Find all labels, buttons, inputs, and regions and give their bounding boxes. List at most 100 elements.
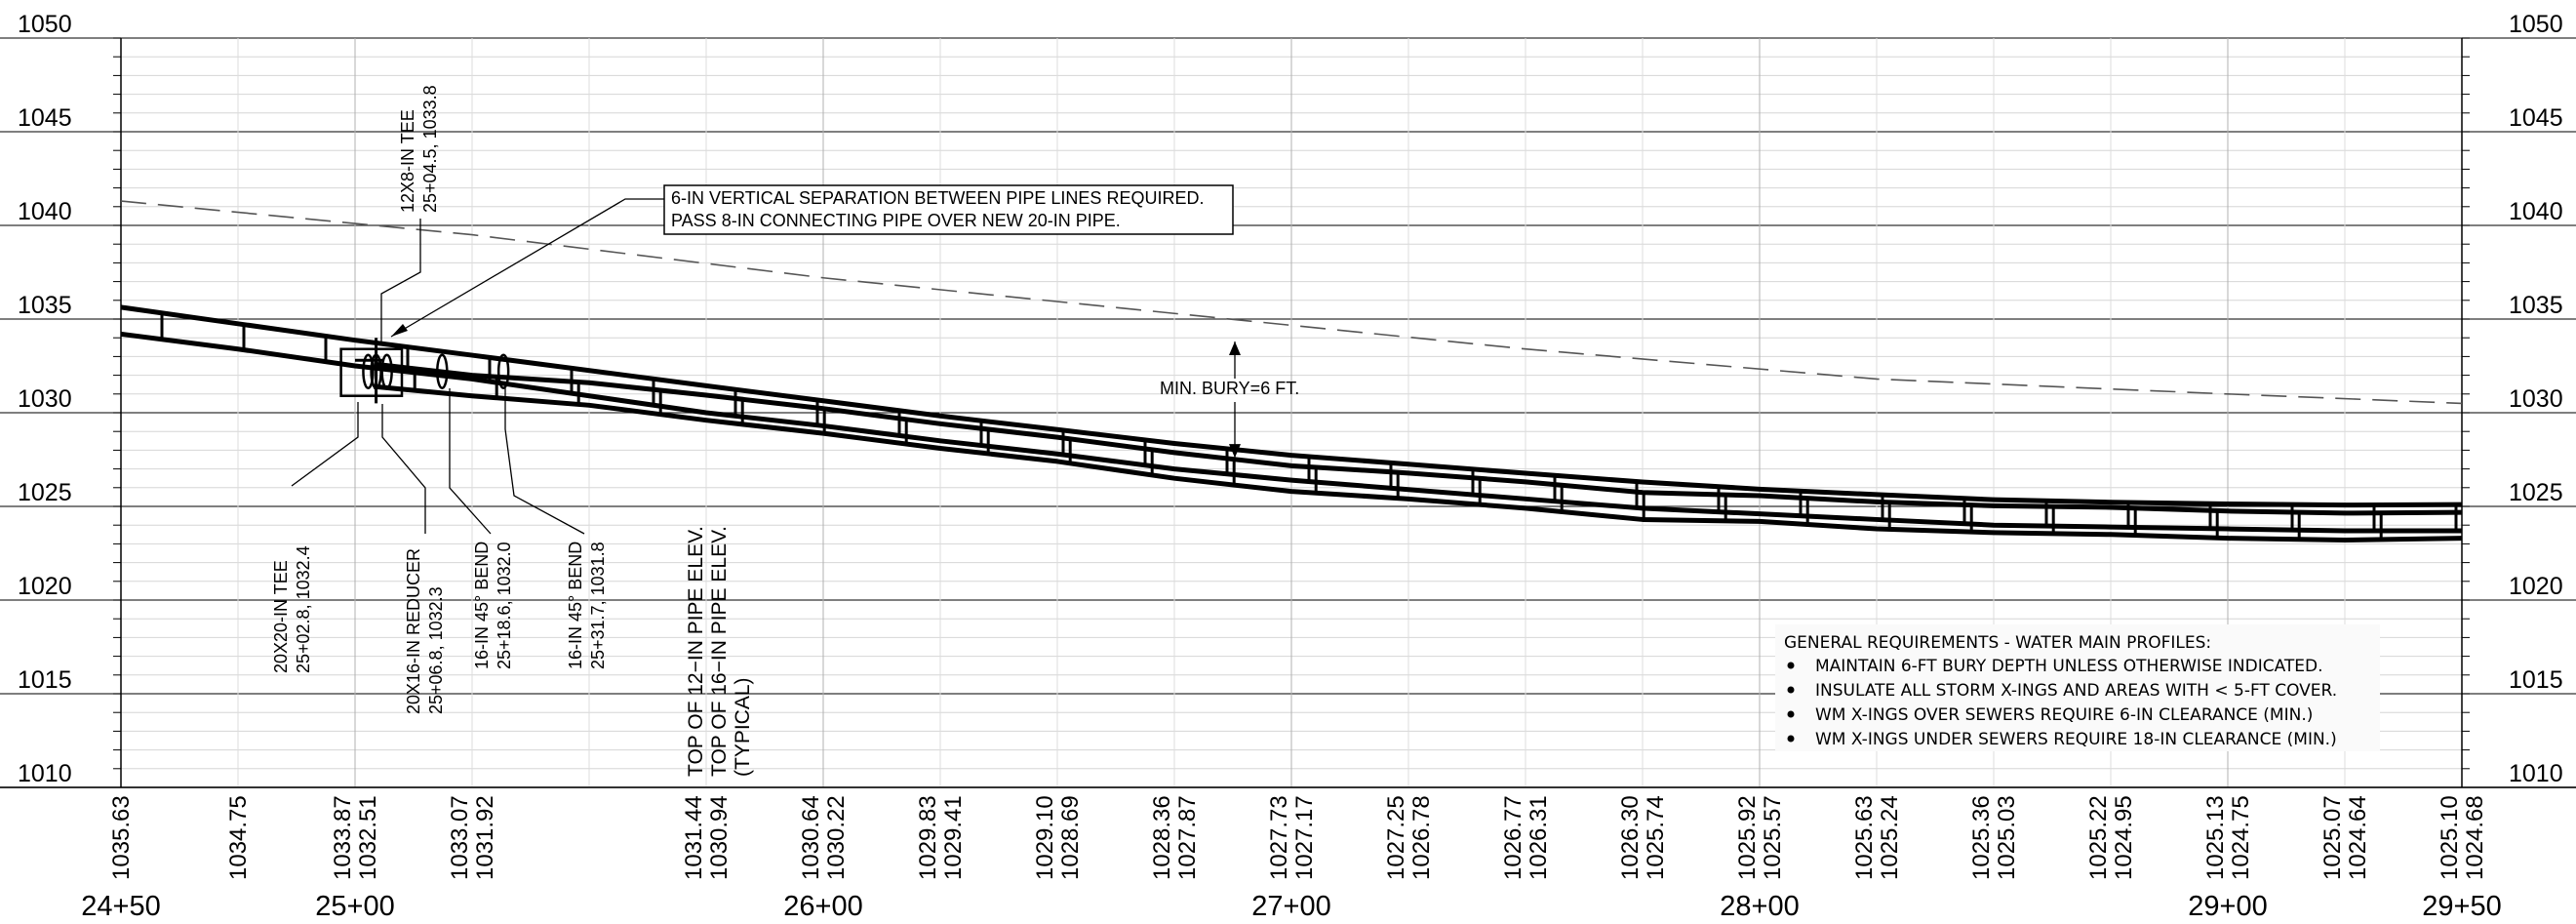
- elevation-label-left: 1045: [18, 104, 72, 132]
- bottom-elevation-label: 1035.63: [108, 795, 135, 880]
- bottom-elevation-label: 1030.64: [798, 795, 824, 880]
- bottom-elevation-label: 1024.75: [2228, 795, 2254, 880]
- bottom-elevation-label: 1024.68: [2462, 795, 2488, 880]
- fitting-marker: [362, 353, 375, 390]
- bottom-elevation-label: 1025.36: [1968, 795, 1995, 880]
- bullet-icon: [1787, 662, 1795, 669]
- callout-reducer-20x16: 20X16-IN REDUCER 25+06.8, 1032.3: [404, 543, 446, 714]
- elevation-label-left: 1050: [18, 11, 72, 38]
- notes-item: WM X-INGS OVER SEWERS REQUIRE 6-IN CLEAR…: [1815, 705, 2313, 725]
- bottom-elevation-label: 1025.24: [1877, 795, 1903, 880]
- callout-bend-45-b: 16-IN 45° BEND 25+31.7, 1031.8: [566, 537, 608, 669]
- bottom-elevation-labels: 1035.63 1034.75 1033.87 1032.51 1033.07 1031.…: [108, 795, 2488, 880]
- bottom-elevation-label: 1027.87: [1174, 795, 1201, 880]
- bottom-elevation-label: 1026.30: [1617, 795, 1644, 880]
- bullet-icon: [1787, 735, 1795, 743]
- elevation-label-right: 1020: [2509, 573, 2563, 600]
- bottom-elevation-label: 1027.17: [1291, 795, 1318, 880]
- elevation-label-left: 1035: [18, 292, 72, 319]
- notes-item: MAINTAIN 6-FT BURY DEPTH UNLESS OTHERWIS…: [1815, 657, 2323, 676]
- bullet-icon: [1787, 686, 1795, 694]
- station-label: 25+00: [315, 891, 394, 922]
- bottom-elevation-label: 1025.10: [2437, 795, 2463, 880]
- bottom-elevation-label: 1028.36: [1149, 795, 1175, 880]
- elevation-labels: 1050 1050 1045 1045 1040 1040 1035 1035 1030 1030…: [18, 11, 2563, 787]
- bottom-elevation-label: 1033.07: [447, 795, 473, 880]
- leader-separation: [390, 198, 664, 338]
- leader-lines: [291, 198, 1241, 535]
- pipe-16in-top-line: [373, 361, 2463, 516]
- notes-list: MAINTAIN 6-FT BURY DEPTH UNLESS OTHERWIS…: [1787, 657, 2337, 749]
- bottom-elevation-label: 1025.57: [1760, 795, 1786, 880]
- bottom-elevation-label: 1025.74: [1643, 795, 1669, 880]
- bottom-elevation-label: 1031.92: [472, 795, 498, 880]
- water-main-pipes: [120, 304, 2463, 543]
- bottom-elevation-label: 1026.78: [1408, 795, 1435, 880]
- notes-item: WM X-INGS UNDER SEWERS REQUIRE 18-IN CLE…: [1815, 730, 2337, 749]
- leader-bend-b: [504, 388, 585, 535]
- leader-reducer: [381, 404, 426, 534]
- elevation-label-right: 1010: [2509, 760, 2563, 787]
- elevation-label-right: 1050: [2509, 11, 2563, 38]
- bottom-elevation-label: 1028.69: [1057, 795, 1084, 880]
- leader-arrowhead: [391, 324, 408, 337]
- callout-pipe-elevation-note: TOP OF 12−IN PIPE ELEV. TOP OF 16−IN PIP…: [685, 520, 754, 777]
- fitting-marker: [496, 353, 510, 390]
- fittings-group: [339, 338, 510, 404]
- bottom-elevation-label: 1029.83: [915, 795, 941, 880]
- bottom-elevation-label: 1025.63: [1851, 795, 1878, 880]
- min-bury-arrow-up: [1229, 341, 1241, 356]
- bottom-elevation-label: 1033.87: [330, 795, 356, 880]
- elevation-label-left: 1040: [18, 198, 72, 225]
- station-label: 29+50: [2422, 891, 2501, 922]
- notes-item: INSULATE ALL STORM X-INGS AND AREAS WITH…: [1815, 681, 2337, 701]
- elevation-label-right: 1025: [2509, 479, 2563, 506]
- bottom-elevation-label: 1031.44: [681, 795, 707, 880]
- pipe-12in-top-line: [120, 304, 2463, 508]
- bottom-elevation-label: 1025.03: [1994, 795, 2020, 880]
- station-label: 29+00: [2188, 891, 2267, 922]
- station-label: 26+00: [783, 891, 862, 922]
- bottom-elevation-label: 1032.51: [355, 795, 381, 880]
- elevation-label-left: 1010: [18, 760, 72, 787]
- station-labels: 24+50 25+00 26+00 27+00 28+00 29+00 29+50: [81, 891, 2501, 922]
- leader-bend-a: [449, 388, 492, 535]
- elevation-label-right: 1030: [2509, 385, 2563, 413]
- bottom-elevation-label: 1030.94: [706, 795, 733, 880]
- elevation-label-right: 1035: [2509, 292, 2563, 319]
- callout-bend-45-a: 16-IN 45° BEND 25+18.6, 1032.0: [472, 537, 514, 669]
- tee-fitting-body: [339, 347, 404, 397]
- bottom-elevation-label: 1026.77: [1500, 795, 1526, 880]
- bottom-elevation-label: 1026.31: [1526, 795, 1552, 880]
- elevation-label-left: 1025: [18, 479, 72, 506]
- station-label: 24+50: [81, 891, 160, 922]
- callout-tee-20x20: 20X20-IN TEE 25+02.8, 1032.4: [271, 545, 313, 673]
- bottom-elevation-label: 1027.73: [1266, 795, 1292, 880]
- elevation-label-right: 1040: [2509, 198, 2563, 225]
- callout-tee-12x8: 12X8-IN TEE 25+04.5, 1033.8: [398, 85, 440, 213]
- bottom-elevation-label: 1024.64: [2345, 795, 2371, 880]
- bottom-elevation-label: 1029.10: [1032, 795, 1058, 880]
- station-label: 28+00: [1720, 891, 1799, 922]
- elevation-label-left: 1015: [18, 666, 72, 694]
- min-bury-label: MIN. BURY=6 FT.: [1160, 379, 1299, 398]
- fitting-marker: [380, 353, 393, 390]
- elevation-label-left: 1030: [18, 385, 72, 413]
- pipe-12in-bottom-line: [120, 331, 2462, 534]
- separation-callout-text: 6-IN VERTICAL SEPARATION BETWEEN PIPE LI…: [671, 188, 1209, 230]
- separation-callout-box: [663, 184, 1234, 235]
- bottom-elevation-label: 1024.95: [2111, 795, 2137, 880]
- bottom-elevation-label: 1025.07: [2319, 795, 2346, 880]
- bottom-elevation-label: 1029.41: [940, 795, 967, 880]
- bottom-elevation-label: 1034.75: [225, 795, 252, 880]
- bullet-icon: [1787, 710, 1795, 718]
- bottom-elevation-label: 1025.13: [2202, 795, 2229, 880]
- profile-frame: [0, 37, 2576, 788]
- notes-title: GENERAL REQUIREMENTS - WATER MAIN PROFIL…: [1784, 633, 2211, 653]
- existing-ground-line: [120, 200, 2463, 405]
- elevation-label-right: 1015: [2509, 666, 2563, 694]
- station-label: 27+00: [1251, 891, 1330, 922]
- existing-ground-dashed-line: [120, 200, 2463, 405]
- min-bury-arrow-down: [1229, 444, 1241, 459]
